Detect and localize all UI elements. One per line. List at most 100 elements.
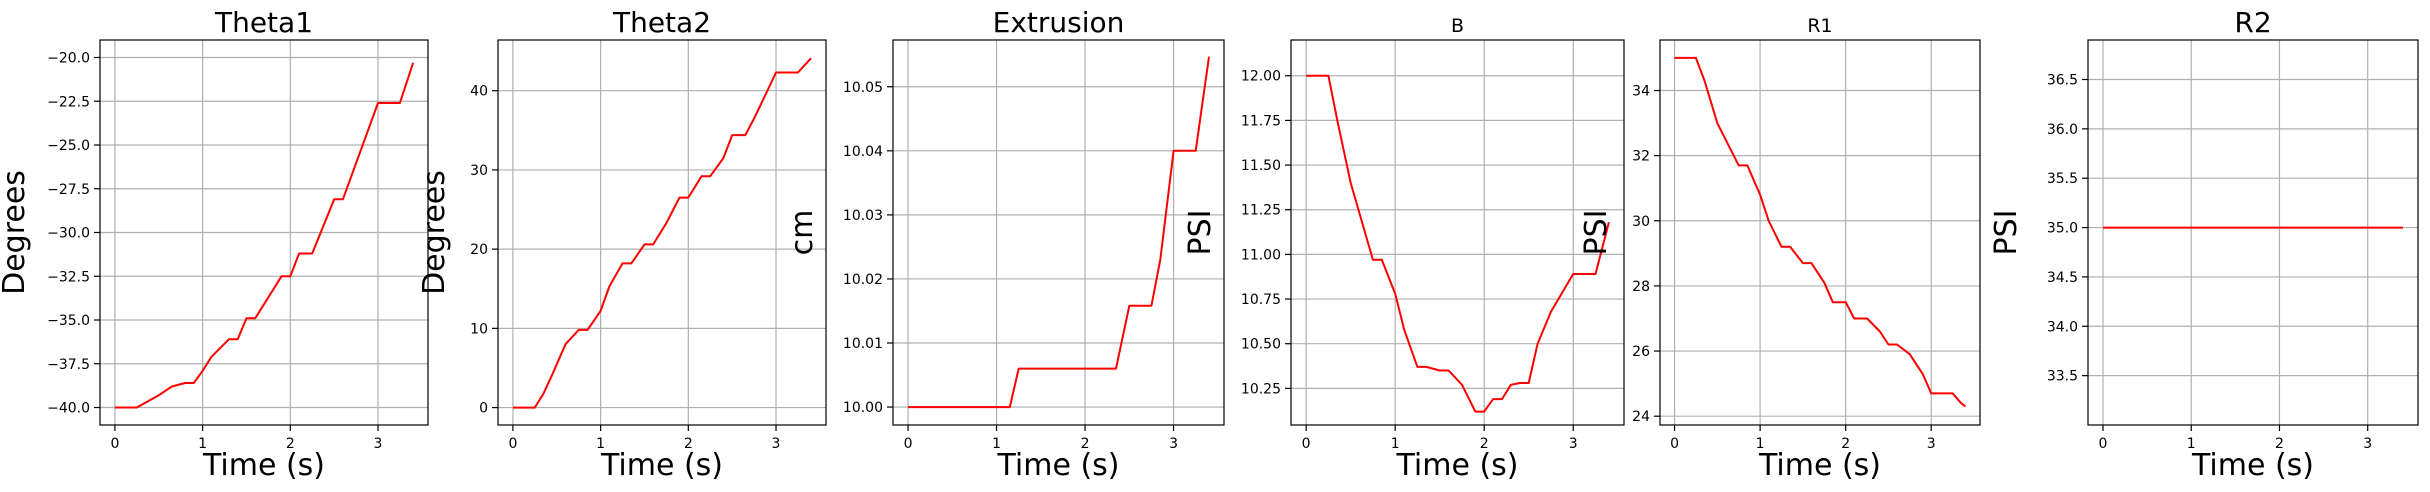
- y-tick-label: −32.5: [47, 269, 90, 285]
- y-tick-label: 33.5: [2047, 369, 2078, 385]
- y-axis-label: PSI: [1989, 210, 2024, 256]
- data-line: [114, 62, 415, 409]
- data-line: [1674, 56, 1967, 408]
- y-tick-label: 34: [1632, 83, 1650, 99]
- x-axis-label: Time (s): [997, 448, 1120, 483]
- y-tick-label: 10.50: [1241, 337, 1281, 353]
- x-tick-label: 0: [904, 436, 913, 452]
- x-tick-label: 2: [684, 436, 693, 452]
- y-tick-label: −25.0: [47, 138, 90, 154]
- y-axis-label: PSI: [1579, 210, 1614, 256]
- chart-panel-0: 0 1 2 3 −40.0 −37.5 −35.0 −32.5 −30.0 −27.5 −25.0 −…: [0, 6, 429, 483]
- x-tick-label: 2: [1081, 436, 1090, 452]
- chart-title: Theta1: [214, 6, 313, 39]
- y-tick-label: 10.05: [843, 80, 883, 96]
- chart-title: B: [1451, 15, 1464, 37]
- x-tick-label: 0: [1302, 436, 1311, 452]
- x-tick-label: 3: [1927, 436, 1936, 452]
- y-tick-label: 11.50: [1241, 158, 1281, 174]
- y-tick-label: 40: [470, 84, 488, 100]
- x-tick-label: 2: [1480, 436, 1489, 452]
- y-tick-label: 11.75: [1241, 113, 1281, 129]
- y-axis-label: Degrees: [417, 170, 452, 295]
- plot-frame: [497, 39, 827, 426]
- y-tick-label: 34.0: [2047, 319, 2078, 335]
- plot-frame: [2087, 39, 2419, 426]
- chart-panel-3: 0 1 2 3 10.25 10.50 10.75 11.00 11.25 11.50 11.75 1…: [1183, 15, 1625, 483]
- x-tick-label: 1: [1756, 436, 1765, 452]
- chart-panel-4: 0 1 2 3 24 26 28 30 32 34 R1 Time (s) PSI: [1579, 15, 1981, 483]
- x-tick-label: 3: [772, 436, 781, 452]
- y-tick-label: 10.01: [843, 336, 883, 352]
- y-tick-label: 10: [470, 321, 488, 337]
- y-tick-label: 11.25: [1241, 203, 1281, 219]
- y-tick-label: 30: [470, 163, 488, 179]
- y-axis-label: Degrees: [0, 170, 32, 295]
- x-tick-label: 1: [2187, 436, 2196, 452]
- y-tick-label: −22.5: [47, 94, 90, 110]
- x-tick-label: 2: [2275, 436, 2284, 452]
- x-tick-label: 0: [2099, 436, 2108, 452]
- y-tick-label: 36.5: [2047, 72, 2078, 88]
- y-tick-label: 12.00: [1241, 69, 1281, 85]
- x-tick-label: 1: [596, 436, 605, 452]
- x-tick-label: 3: [1569, 436, 1578, 452]
- y-axis-label: cm: [785, 210, 820, 256]
- y-tick-label: −27.5: [47, 182, 90, 198]
- x-axis-label: Time (s): [1758, 448, 1881, 483]
- y-tick-label: 10.02: [843, 272, 883, 288]
- x-axis-label: Time (s): [1396, 448, 1519, 483]
- y-tick-label: 10.25: [1241, 381, 1281, 397]
- x-tick-label: 0: [508, 436, 517, 452]
- data-line: [512, 57, 812, 409]
- x-tick-label: 3: [374, 436, 383, 452]
- x-tick-label: 2: [286, 436, 295, 452]
- data-line: [908, 56, 1210, 409]
- y-tick-label: 36.0: [2047, 122, 2078, 138]
- x-axis-label: Time (s): [2191, 448, 2314, 483]
- chart-panel-5: 0 1 2 3 33.5 34.0 34.5 35.0 35.5 36.0 36.5 R2 Time (…: [1989, 6, 2419, 483]
- y-tick-label: 10.00: [843, 400, 883, 416]
- y-tick-label: 10.75: [1241, 292, 1281, 308]
- x-tick-label: 1: [1391, 436, 1400, 452]
- chart-title: Extrusion: [993, 6, 1125, 39]
- x-tick-label: 0: [110, 436, 119, 452]
- y-tick-label: 32: [1632, 149, 1650, 165]
- y-tick-label: 20: [470, 242, 488, 258]
- plot-frame: [892, 39, 1225, 426]
- x-tick-label: 3: [1169, 436, 1178, 452]
- x-tick-label: 1: [198, 436, 207, 452]
- y-tick-label: −40.0: [47, 401, 90, 417]
- plot-frame: [1290, 39, 1625, 426]
- chart-title: R1: [1807, 15, 1832, 37]
- x-tick-label: 1: [992, 436, 1001, 452]
- y-tick-label: 34.5: [2047, 270, 2078, 286]
- plot-frame: [1659, 39, 1981, 426]
- y-tick-label: −37.5: [47, 357, 90, 373]
- x-tick-label: 0: [1670, 436, 1679, 452]
- y-tick-label: 28: [1632, 279, 1650, 295]
- y-tick-label: 26: [1632, 344, 1650, 360]
- y-tick-label: 24: [1632, 409, 1650, 425]
- y-tick-label: −20.0: [47, 51, 90, 67]
- x-tick-label: 2: [1841, 436, 1850, 452]
- data-line: [1306, 74, 1610, 413]
- y-tick-label: 30: [1632, 214, 1650, 230]
- x-axis-label: Time (s): [600, 448, 723, 483]
- y-tick-label: 35.5: [2047, 171, 2078, 187]
- y-tick-label: 0: [479, 401, 488, 417]
- chart-title: Theta2: [612, 6, 711, 39]
- y-tick-label: −35.0: [47, 313, 90, 329]
- y-axis-label: PSI: [1183, 210, 1218, 256]
- chart-panel-2: 0 1 2 3 10.00 10.01 10.02 10.03 10.04 10.05 Extrus…: [785, 6, 1225, 483]
- y-tick-label: 11.00: [1241, 247, 1281, 263]
- x-tick-label: 3: [2363, 436, 2372, 452]
- y-tick-label: −30.0: [47, 226, 90, 242]
- y-tick-label: 35.0: [2047, 221, 2078, 237]
- x-axis-label: Time (s): [202, 448, 325, 483]
- y-tick-label: 10.03: [843, 208, 883, 224]
- y-tick-label: 10.04: [843, 144, 883, 160]
- chart-title: R2: [2234, 6, 2271, 39]
